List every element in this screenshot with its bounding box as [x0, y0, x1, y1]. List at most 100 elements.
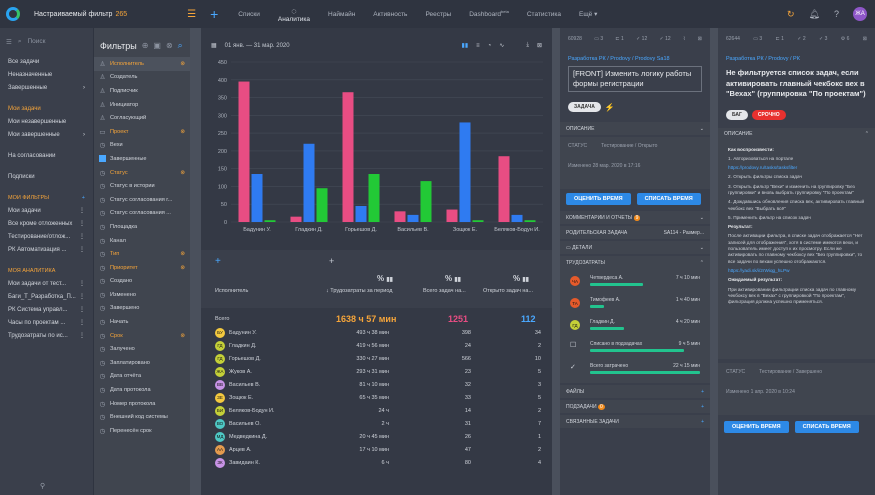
saved-report[interactable]: Баги_Т_Разработка_П... ⋮ [0, 291, 93, 304]
add-icon[interactable]: + [701, 388, 704, 395]
date-range[interactable]: 01 янв. — 31 мар. 2020 [224, 42, 290, 49]
more-icon[interactable]: ⋮ [79, 247, 85, 253]
filter-item[interactable]: Завершенные [94, 152, 190, 166]
nav-lists[interactable]: Списки [238, 10, 260, 18]
saved-filter[interactable]: РК Автоматизация ... ⋮ [0, 244, 93, 257]
section-comments[interactable]: КОММЕНТАРИИ И ОТЧЕТЫ 9 ⌄ [560, 211, 710, 224]
hbar-chart-icon[interactable]: ≡ [476, 42, 480, 49]
collapse-icon[interactable]: ☰ [6, 39, 12, 46]
table-row[interactable]: ЗЕ Зощюк Е. 65 ч 35 мин 33 5 [201, 391, 552, 404]
section-linked[interactable]: СВЯЗАННЫЕ ЗАДАЧИ + [560, 415, 710, 428]
type-tag[interactable]: БАГ [726, 109, 748, 120]
nav-naymine[interactable]: Наймайн [328, 10, 356, 18]
search-filter-icon[interactable]: ⌕ [177, 40, 183, 50]
clear-filter-icon[interactable]: ⊗ [165, 41, 173, 50]
bar[interactable] [394, 211, 406, 222]
attach-icon[interactable]: ⌇ [682, 36, 686, 42]
add-icon[interactable]: + [329, 256, 335, 266]
filter-item[interactable]: ◷ Срок ⊗ [94, 329, 190, 343]
saved-report[interactable]: Мои задачи от тест... ⋮ [0, 278, 93, 291]
saved-filter[interactable]: Тестирование/отлож... ⋮ [0, 231, 93, 244]
filter-item[interactable]: ♙ Создатель [94, 71, 190, 85]
section-parent[interactable]: РОДИТЕЛЬСКАЯ ЗАДАЧА SA114 - Размер... [560, 226, 710, 239]
table-row[interactable]: ГД Горьешов Д. 330 ч 27 мин 566 10 [201, 352, 552, 365]
checkbox[interactable] [99, 155, 106, 163]
close-icon[interactable]: ⊠ [536, 43, 542, 49]
breadcrumb[interactable]: Разработка РК / Prodovy / Prodovy Sa18 [568, 56, 670, 62]
sidebar-item-unassigned[interactable]: Неназначенные [8, 72, 53, 78]
filter-item[interactable]: ◷ Статус согласования г... [94, 193, 190, 207]
section-files[interactable]: ФАЙЛЫ + [560, 385, 710, 398]
bar[interactable] [290, 216, 302, 222]
priority-icon[interactable]: ⚡ [604, 102, 615, 112]
calendar-icon[interactable]: ▦ [211, 43, 217, 49]
nav-dashboard[interactable]: Dashboardbeta [469, 9, 509, 19]
table-row[interactable]: ЖА Жуков А. 293 ч 31 мин 23 5 [201, 365, 552, 378]
table-row[interactable]: ВО Васильев О. 2 ч 31 7 [201, 417, 552, 430]
remove-filter-icon[interactable]: ⊗ [180, 128, 185, 135]
nav-analytics[interactable]: ◌ Аналитика [277, 5, 311, 23]
add-icon[interactable]: + [701, 418, 704, 425]
filter-item[interactable]: ◷ Изменено [94, 288, 190, 302]
remove-filter-icon[interactable]: ⊗ [180, 169, 185, 176]
avatar[interactable]: ЖА [853, 7, 867, 21]
log-time-button[interactable]: СПИСАТЬ ВРЕМЯ [794, 420, 859, 433]
sidebar-item-my-tasks[interactable]: Мои задачи [8, 106, 41, 112]
labor-row[interactable]: ТА Тимофеев А. 1 ч 40 мин [566, 293, 704, 315]
task-title-input[interactable]: [FRONT] Изменить логику работы формы рег… [568, 66, 702, 92]
bar[interactable] [264, 220, 276, 222]
search-input[interactable]: Поиск [27, 38, 46, 45]
download-icon[interactable]: ⤓ [526, 42, 529, 48]
settings-sliders-icon[interactable]: ☰ [187, 8, 197, 20]
table-row[interactable]: ГД Гладкин Д. 419 ч 56 мин 24 2 [201, 339, 552, 352]
saved-filter[interactable]: Мои задачи ⋮ [0, 205, 93, 218]
filter-item[interactable]: ◷ Залучено [94, 342, 190, 356]
table-row[interactable]: ВВ Васильев В. 81 ч 10 мин 32 3 [201, 378, 552, 391]
filter-item[interactable]: ◷ Завершено [94, 302, 190, 316]
bar[interactable] [472, 220, 484, 222]
status-value[interactable]: Тестирование / Завершено [759, 368, 823, 375]
section-description[interactable]: ОПИСАНИЕ ⌄ [560, 122, 710, 135]
filter-item[interactable]: ◷ Канал [94, 234, 190, 248]
filter-item[interactable]: ♙ Подписчик [94, 84, 190, 98]
add-icon[interactable]: + [701, 403, 704, 410]
priority-tag[interactable]: СРОЧНО [751, 109, 786, 120]
sidebar-item-all[interactable]: Все задачи [8, 59, 40, 65]
help-icon[interactable]: ? [833, 9, 839, 19]
table-row[interactable]: БУ Бадунин У. 493 ч 38 мин 398 34 [201, 326, 552, 339]
bell-icon[interactable]: 🔔︎ [808, 8, 820, 19]
saved-report[interactable]: Трудозатраты по ис... ⋮ [0, 330, 93, 343]
more-icon[interactable]: ⋮ [79, 281, 85, 287]
comment-icon[interactable]: ▭ 3 [594, 36, 604, 42]
bar[interactable] [316, 188, 328, 222]
log-time-button[interactable]: СПИСАТЬ ВРЕМЯ [636, 193, 701, 205]
filter-item[interactable]: ◷ Перенесён срок [94, 424, 190, 438]
bar[interactable] [355, 206, 367, 222]
sidebar-item-my-done[interactable]: Мои завершенные › [0, 129, 93, 142]
done-icon[interactable]: ✓ 12 [659, 36, 671, 42]
more-icon[interactable]: ⋮ [79, 221, 85, 227]
bar-chart-icon[interactable]: ▮▮ [461, 43, 469, 49]
app-logo-icon[interactable] [6, 7, 20, 21]
remove-filter-icon[interactable]: ⊗ [180, 264, 185, 271]
estimate-time-button[interactable]: ОЦЕНИТЬ ВРЕМЯ [724, 420, 789, 433]
done-icon[interactable]: ✓ 3 [819, 36, 828, 42]
sidebar-item-subscriptions[interactable]: Подписки [8, 174, 35, 180]
bar[interactable] [459, 122, 471, 222]
check-icon[interactable]: ✓ 12 [636, 36, 648, 42]
subtask-icon[interactable]: ⊏ 1 [615, 36, 624, 42]
remove-filter-icon[interactable]: ⊗ [180, 60, 185, 67]
breadcrumb[interactable]: Разработка РК / Prodovy / РК [726, 56, 800, 62]
percent-toggle[interactable]: % ▮▮ [377, 274, 393, 283]
col-labor[interactable]: ↓ Трудозатраты за период [326, 288, 393, 294]
bar[interactable] [524, 220, 536, 222]
bar[interactable] [511, 214, 523, 222]
more-icon[interactable]: ⋮ [79, 208, 85, 214]
description-link[interactable]: https://prodovy.ru/tasks/tasksfilter [728, 165, 798, 171]
bar[interactable] [446, 209, 458, 222]
task-title[interactable]: Не фильтруется список задач, если активи… [726, 68, 866, 98]
type-tag[interactable]: ЗАДАЧА [568, 102, 601, 112]
nav-activity[interactable]: Активность [373, 10, 408, 18]
add-icon[interactable]: + [210, 6, 219, 22]
bar[interactable] [368, 174, 380, 222]
